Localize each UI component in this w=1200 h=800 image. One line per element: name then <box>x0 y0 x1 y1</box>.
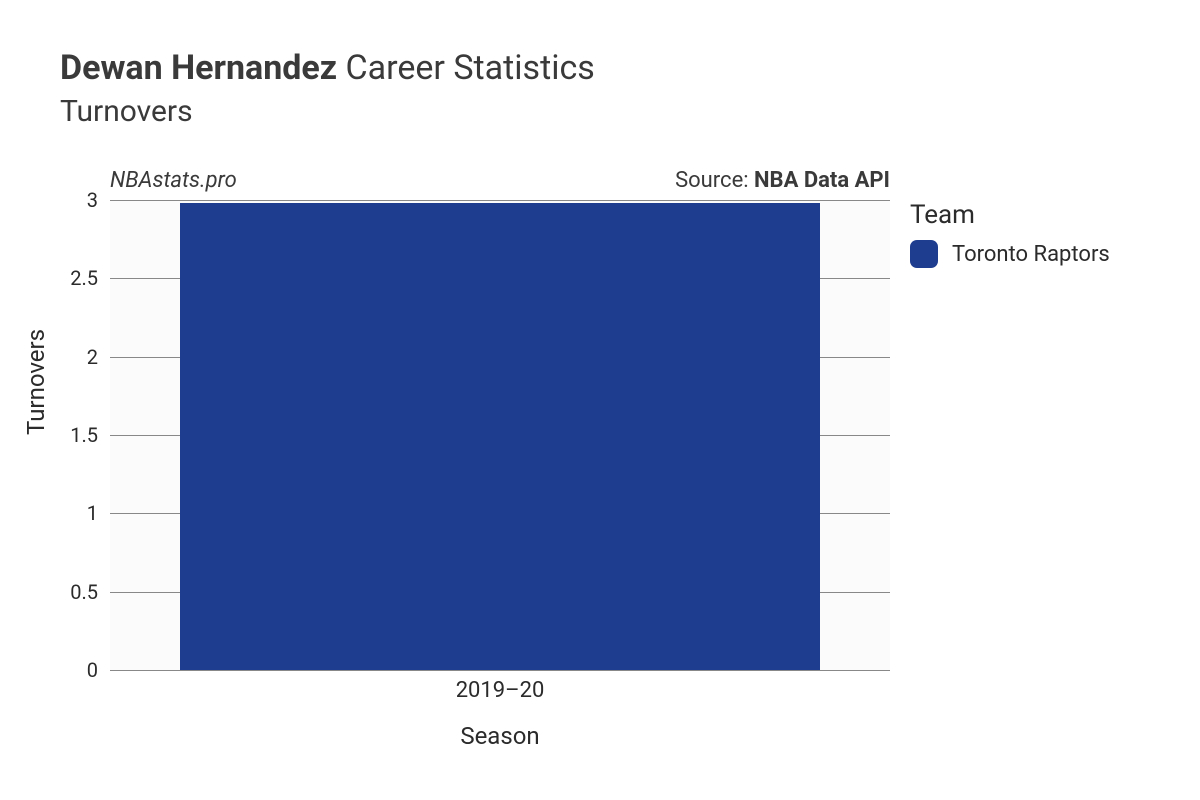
title-suffix: Career Statistics <box>337 48 595 88</box>
source-name: NBA Data API <box>754 168 890 193</box>
y-tick-label: 3 <box>48 188 98 212</box>
legend: Team Toronto Raptors <box>910 200 1110 268</box>
chart-title-block: Dewan Hernandez Career Statistics Turnov… <box>60 48 595 129</box>
attribution-row: NBAstats.pro Source: NBA Data API <box>110 168 890 193</box>
chart-subtitle: Turnovers <box>60 94 595 129</box>
chart-title-line-1: Dewan Hernandez Career Statistics <box>60 48 595 88</box>
legend-swatch <box>910 240 938 268</box>
legend-title: Team <box>910 200 1110 230</box>
y-tick-label: 1.5 <box>48 423 98 447</box>
legend-item-label: Toronto Raptors <box>952 242 1110 267</box>
y-tick-label: 2.5 <box>48 266 98 290</box>
y-axis-title: Turnovers <box>22 329 50 435</box>
data-source: Source: NBA Data API <box>675 168 890 193</box>
x-axis-title: Season <box>460 722 539 750</box>
x-tick-label: 2019–20 <box>456 678 545 703</box>
y-tick-label: 0.5 <box>48 580 98 604</box>
y-tick-label: 2 <box>48 345 98 369</box>
gridline <box>110 670 890 671</box>
plot-area <box>110 200 890 670</box>
y-tick-label: 0 <box>48 658 98 682</box>
gridline <box>110 200 890 201</box>
legend-item: Toronto Raptors <box>910 240 1110 268</box>
source-prefix: Source: <box>675 168 754 193</box>
player-name: Dewan Hernandez <box>60 48 337 88</box>
chart-area: 00.511.522.532019–20 <box>110 200 890 670</box>
bar <box>180 203 820 670</box>
y-tick-label: 1 <box>48 501 98 525</box>
site-credit: NBAstats.pro <box>110 168 237 193</box>
